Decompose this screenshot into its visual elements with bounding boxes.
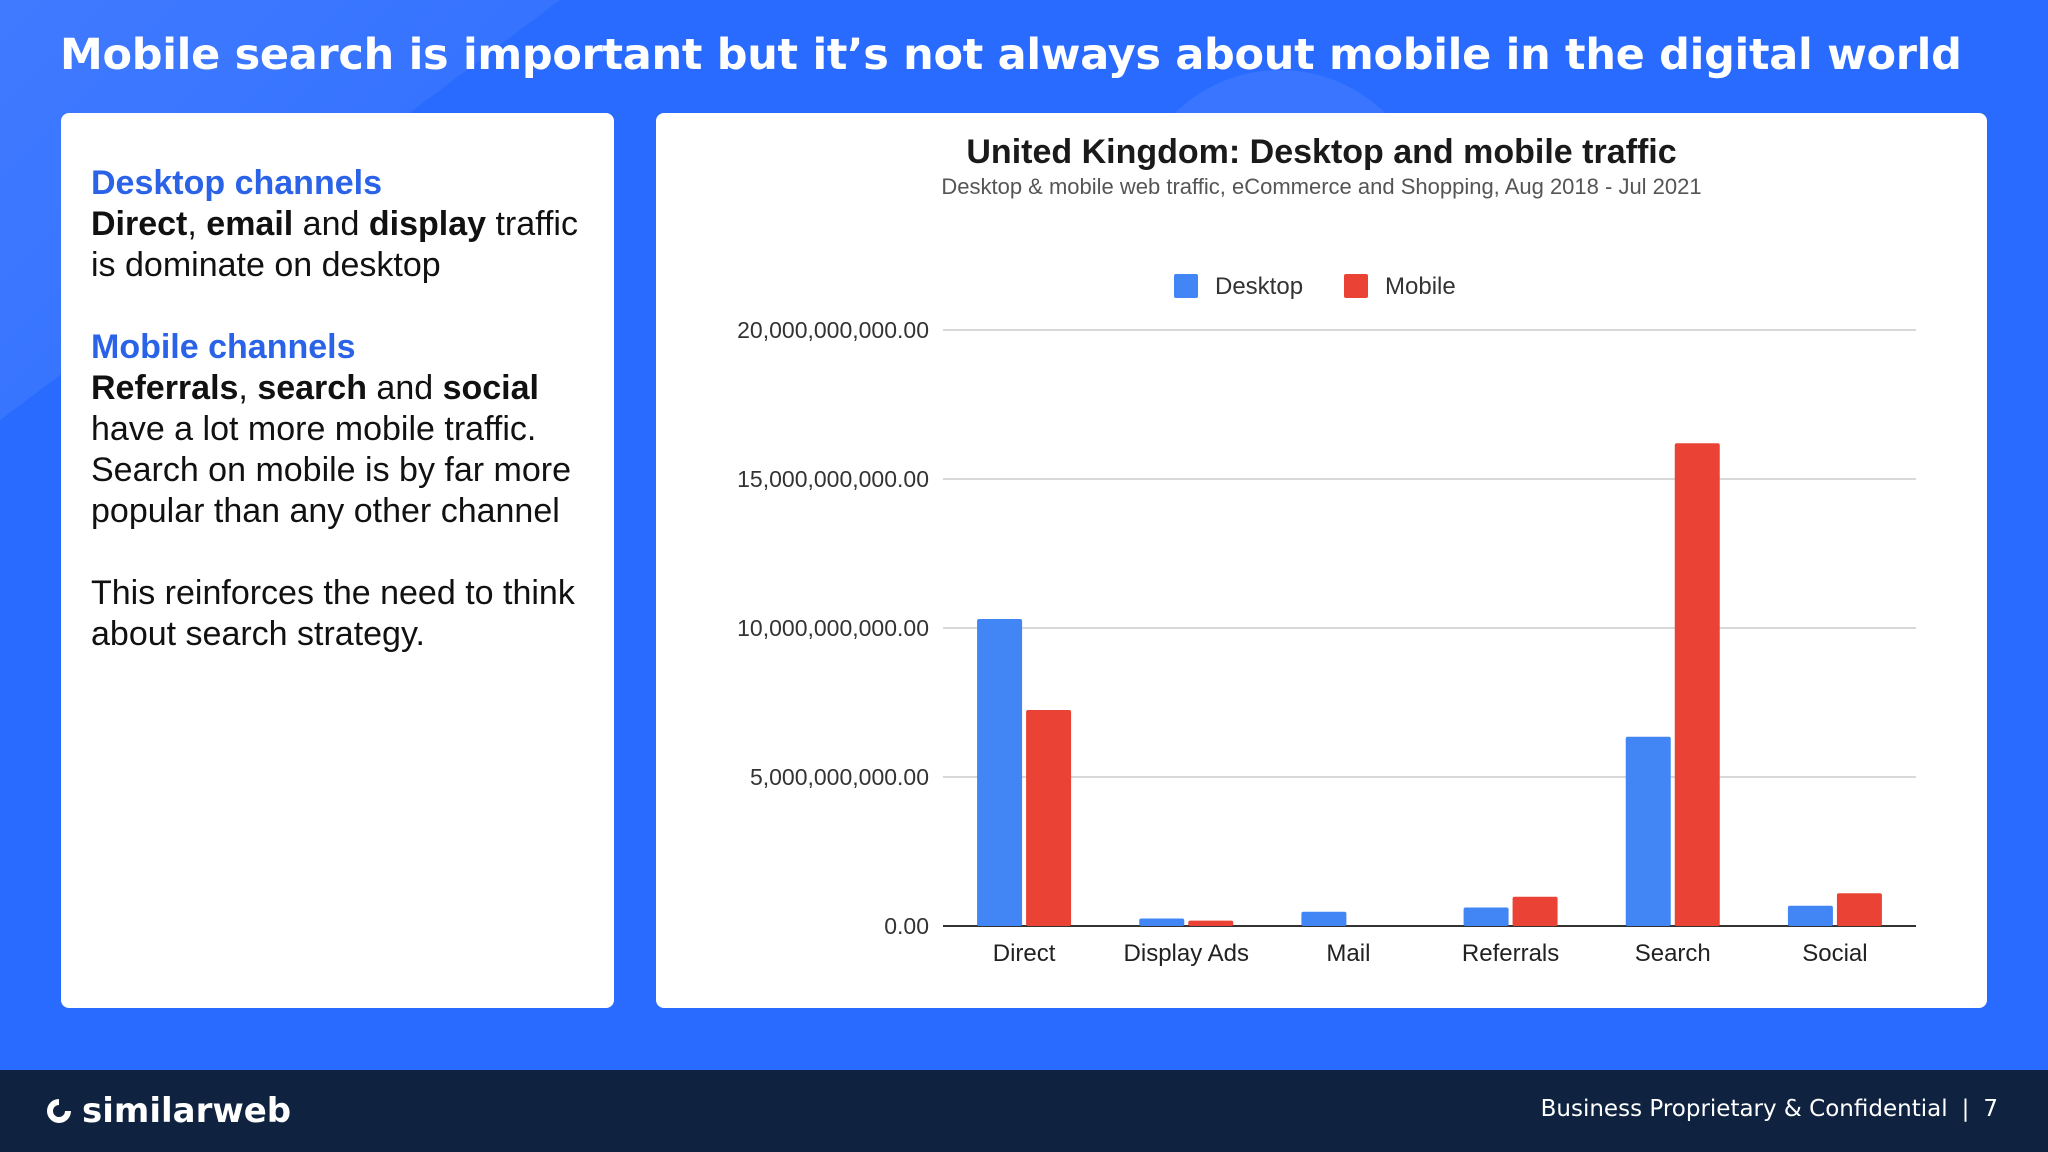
desktop-channels-section: Desktop channels Direct, email and displ… [91, 163, 584, 286]
bar-desktop-display-ads [1139, 918, 1185, 926]
bar-mobile-search [1674, 443, 1720, 926]
x-tick-label: Search [1635, 940, 1711, 967]
confidential-label: Business Proprietary & Confidential [1540, 1096, 1948, 1122]
bar-desktop-direct [977, 619, 1023, 926]
brand-name: similarweb [82, 1091, 292, 1131]
similarweb-logo-icon [47, 1099, 71, 1123]
x-tick-label: Referrals [1462, 940, 1559, 967]
mobile-text-3: have a lot more mobile traffic. Search o… [91, 410, 571, 530]
y-tick-label: 5,000,000,000.00 [750, 764, 929, 790]
bar-desktop-mail [1301, 911, 1347, 926]
desktop-text-3: traffic is dominate on desktop [91, 205, 578, 284]
bar-mobile-social [1836, 893, 1882, 926]
mobile-channels-heading: Mobile channels [91, 328, 356, 366]
footer: similarweb Business Proprietary & Confid… [0, 1070, 2048, 1152]
mobile-channels-text: Referrals, search and social have a lot … [91, 368, 584, 532]
mobile-channels-section: Mobile channels Referrals, search and so… [91, 327, 584, 532]
bar-mobile-direct [1026, 709, 1072, 926]
page-number: 7 [1983, 1096, 1998, 1122]
bar-desktop-search [1625, 736, 1671, 926]
bar-mobile-referrals [1512, 896, 1558, 926]
bar-chart: 0.00 5,000,000,000.00 10,000,000,000.00 15,… [737, 273, 1916, 967]
desktop-channels-heading: Desktop channels [91, 164, 382, 202]
chart-subtitle: Desktop & mobile web traffic, eCommerce … [941, 174, 1702, 199]
legend-label-desktop: Desktop [1215, 273, 1303, 300]
mobile-keyword-search: search [257, 369, 367, 407]
similarweb-logo: similarweb [44, 1088, 291, 1134]
bar-mobile-display-ads [1188, 920, 1234, 926]
bar-desktop-social [1787, 905, 1833, 926]
y-tick-label: 10,000,000,000.00 [737, 615, 929, 641]
chart-card: United Kingdom: Desktop and mobile traff… [656, 113, 1987, 1008]
footer-info: Business Proprietary & Confidential | 7 [1541, 1096, 1998, 1122]
desktop-text-1: , [187, 205, 207, 243]
y-tick-label: 15,000,000,000.00 [737, 466, 929, 492]
slide-title: Mobile search is important but it’s not … [60, 30, 1962, 80]
insights-panel: Desktop channels Direct, email and displ… [61, 113, 614, 1008]
conclusion-text: This reinforces the need to think about … [91, 574, 575, 653]
legend-swatch-mobile [1344, 274, 1368, 298]
legend-label-mobile: Mobile [1385, 273, 1456, 300]
mobile-keyword-social: social [442, 369, 539, 407]
footer-separator: | [1961, 1096, 1970, 1122]
x-tick-label: Social [1802, 940, 1867, 967]
desktop-keyword-direct: Direct [91, 205, 188, 243]
y-tick-label: 20,000,000,000.00 [737, 317, 929, 343]
chart-title: United Kingdom: Desktop and mobile traff… [966, 133, 1677, 171]
y-tick-label: 0.00 [884, 913, 929, 939]
mobile-keyword-referrals: Referrals [91, 369, 239, 407]
bar-desktop-referrals [1463, 907, 1509, 926]
legend-swatch-desktop [1174, 274, 1198, 298]
desktop-text-2: and [293, 205, 369, 243]
desktop-channels-text: Direct, email and display traffic is dom… [91, 204, 584, 286]
mobile-text-2: and [366, 369, 443, 407]
x-tick-label: Display Ads [1124, 940, 1249, 967]
desktop-keyword-email: email [206, 205, 294, 243]
x-tick-label: Mail [1326, 940, 1370, 967]
x-tick-label: Direct [993, 940, 1056, 967]
desktop-keyword-display: display [368, 205, 487, 243]
mobile-text-1: , [238, 369, 258, 407]
